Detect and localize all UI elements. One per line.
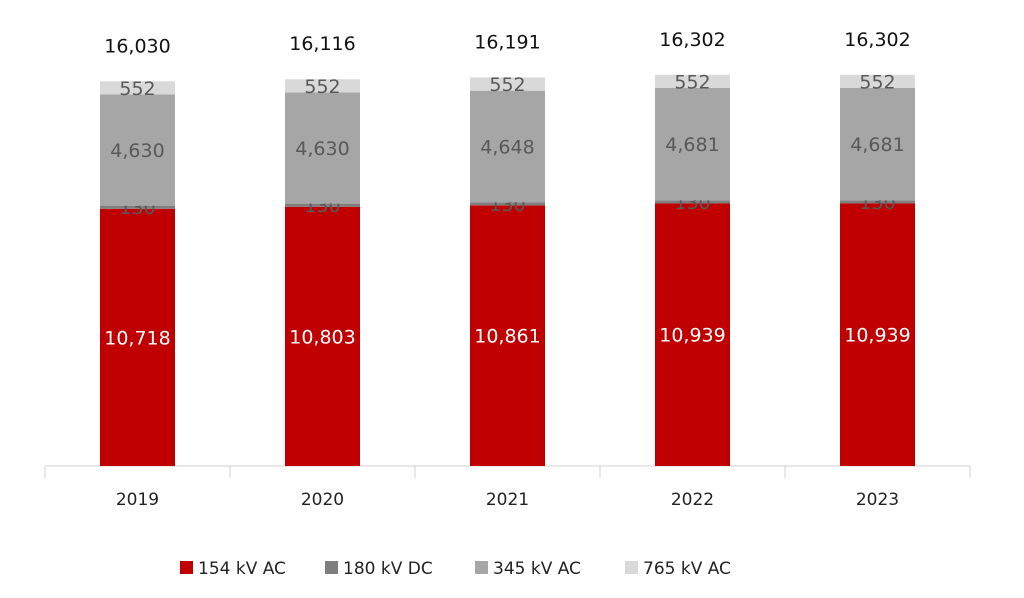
x-tick-label: 2019: [116, 490, 159, 510]
bar-segment-345-kv-ac: [470, 90, 545, 203]
bar-segment-180-kv-dc: [100, 205, 175, 209]
data-label: 10,939: [844, 325, 910, 347]
bar-segment-765-kv-ac: [655, 74, 730, 88]
total-label: 16,116: [289, 33, 355, 55]
x-tick-label: 2021: [486, 490, 529, 510]
data-label: 552: [304, 76, 340, 98]
bar-segment-180-kv-dc: [470, 202, 545, 206]
bar-segment-345-kv-ac: [285, 92, 360, 204]
bar-segment-765-kv-ac: [100, 81, 175, 95]
bar-segment-765-kv-ac: [470, 77, 545, 91]
legend-swatch: [625, 561, 638, 574]
data-label: 4,630: [110, 140, 164, 162]
data-label: 4,630: [295, 138, 349, 160]
data-label: 10,803: [289, 326, 355, 348]
bar-segment-154-kv-ac: [840, 203, 915, 467]
x-tick-label: 2020: [301, 490, 344, 510]
bar-segment-345-kv-ac: [655, 88, 730, 201]
total-label: 16,302: [844, 29, 910, 51]
bar-segment-765-kv-ac: [285, 79, 360, 93]
data-label: 552: [859, 71, 895, 93]
data-label: 552: [119, 78, 155, 100]
bar-segment-765-kv-ac: [840, 74, 915, 88]
bar-segment-154-kv-ac: [100, 208, 175, 466]
bar-segment-154-kv-ac: [285, 206, 360, 466]
data-label: 10,718: [104, 327, 170, 349]
legend-label: 765 kV AC: [643, 559, 731, 579]
legend-label: 154 kV AC: [198, 559, 286, 579]
bar-segment-154-kv-ac: [470, 205, 545, 466]
total-label: 16,302: [659, 29, 725, 51]
legend-swatch: [180, 561, 193, 574]
x-tick-label: 2023: [856, 490, 899, 510]
bar-segment-180-kv-dc: [655, 200, 730, 204]
bar-segment-154-kv-ac: [655, 203, 730, 467]
data-label: 4,681: [665, 134, 719, 156]
total-label: 16,191: [474, 31, 540, 53]
bar-segment-180-kv-dc: [840, 200, 915, 204]
legend-swatch: [475, 561, 488, 574]
bar-segment-345-kv-ac: [840, 88, 915, 201]
bar-segment-345-kv-ac: [100, 94, 175, 206]
data-label: 4,648: [480, 136, 534, 158]
data-label: 552: [674, 71, 710, 93]
total-label: 16,030: [104, 35, 170, 57]
bar-segment-180-kv-dc: [285, 203, 360, 207]
data-label: 10,939: [659, 325, 725, 347]
data-label: 4,681: [850, 134, 904, 156]
data-label: 552: [489, 74, 525, 96]
legend-label: 180 kV DC: [343, 559, 433, 579]
x-tick-label: 2022: [671, 490, 714, 510]
legend-swatch: [325, 561, 338, 574]
data-label: 10,861: [474, 326, 540, 348]
legend-label: 345 kV AC: [493, 559, 581, 579]
